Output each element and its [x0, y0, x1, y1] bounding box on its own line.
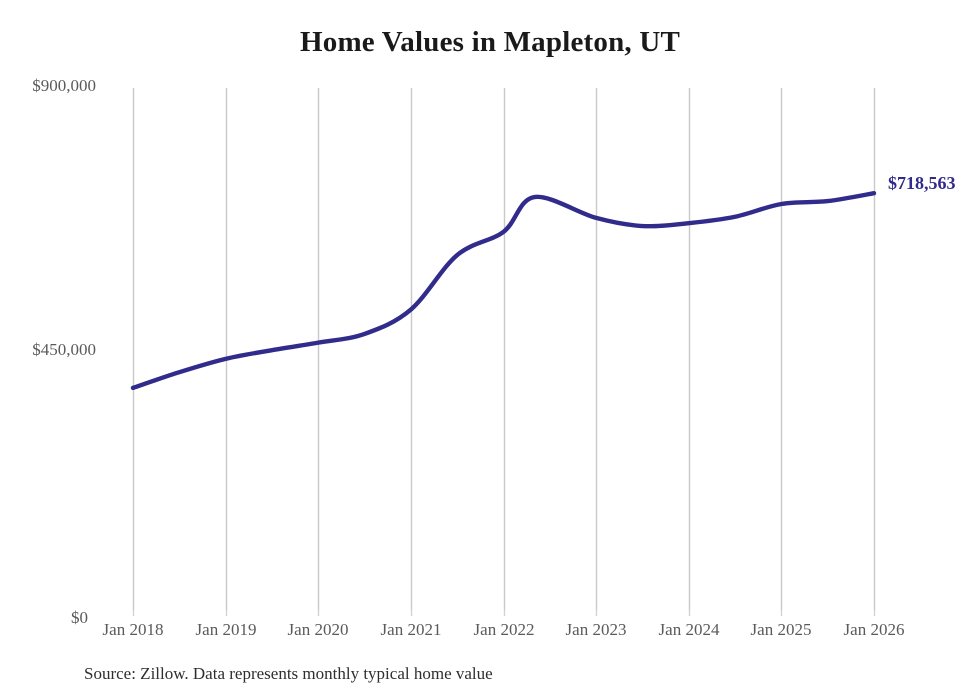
gridlines	[132, 88, 876, 610]
x-axis-label-jan-2026: Jan 2026	[843, 620, 905, 639]
series-end-value-label: $718,563	[888, 173, 956, 193]
x-axis-label-jan-2019: Jan 2019	[195, 620, 257, 639]
data-line-series	[130, 191, 877, 391]
x-axis-ticks	[132, 610, 876, 616]
y-axis-label-min: $0	[71, 608, 88, 627]
x-axis-label-jan-2022: Jan 2022	[473, 620, 535, 639]
page-title: Home Values in Mapleton, UT	[299, 26, 681, 58]
x-axis-label-jan-2021: Jan 2021	[380, 620, 442, 639]
x-axis-label-jan-2018: Jan 2018	[102, 620, 164, 639]
source-note: Source: Zillow. Data represents monthly …	[84, 664, 493, 683]
y-axis-label-max: $900,000	[32, 76, 96, 95]
x-axis-label-jan-2025: Jan 2025	[750, 620, 812, 639]
x-axis-label-jan-2024: Jan 2024	[658, 620, 720, 639]
x-axis-label-jan-2020: Jan 2020	[287, 620, 349, 639]
y-axis-label-mid: $450,000	[32, 340, 96, 359]
x-axis-label-jan-2023: Jan 2023	[565, 620, 627, 639]
